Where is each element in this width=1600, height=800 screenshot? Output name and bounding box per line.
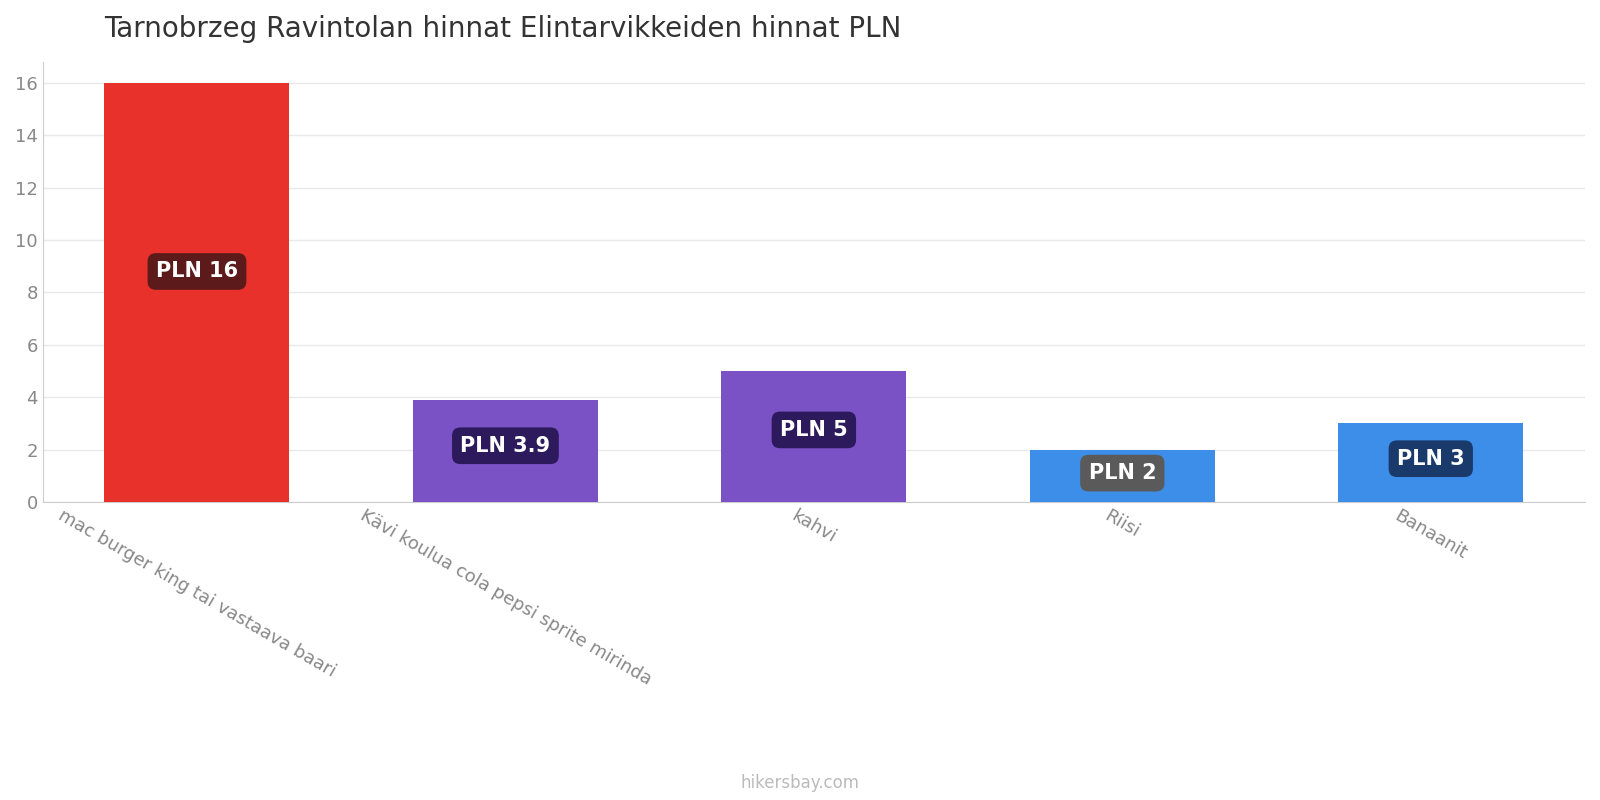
Text: hikersbay.com: hikersbay.com [741,774,859,792]
Bar [722,371,907,502]
Bar [104,83,290,502]
Bar [413,400,598,502]
Text: PLN 3.9: PLN 3.9 [461,436,550,456]
Bar [1030,450,1214,502]
Text: PLN 5: PLN 5 [779,420,848,440]
Text: PLN 3: PLN 3 [1397,449,1464,469]
Text: Tarnobrzeg Ravintolan hinnat Elintarvikkeiden hinnat PLN: Tarnobrzeg Ravintolan hinnat Elintarvikk… [104,15,902,43]
Text: PLN 2: PLN 2 [1088,463,1157,483]
Bar [1338,423,1523,502]
Text: PLN 16: PLN 16 [155,262,238,282]
